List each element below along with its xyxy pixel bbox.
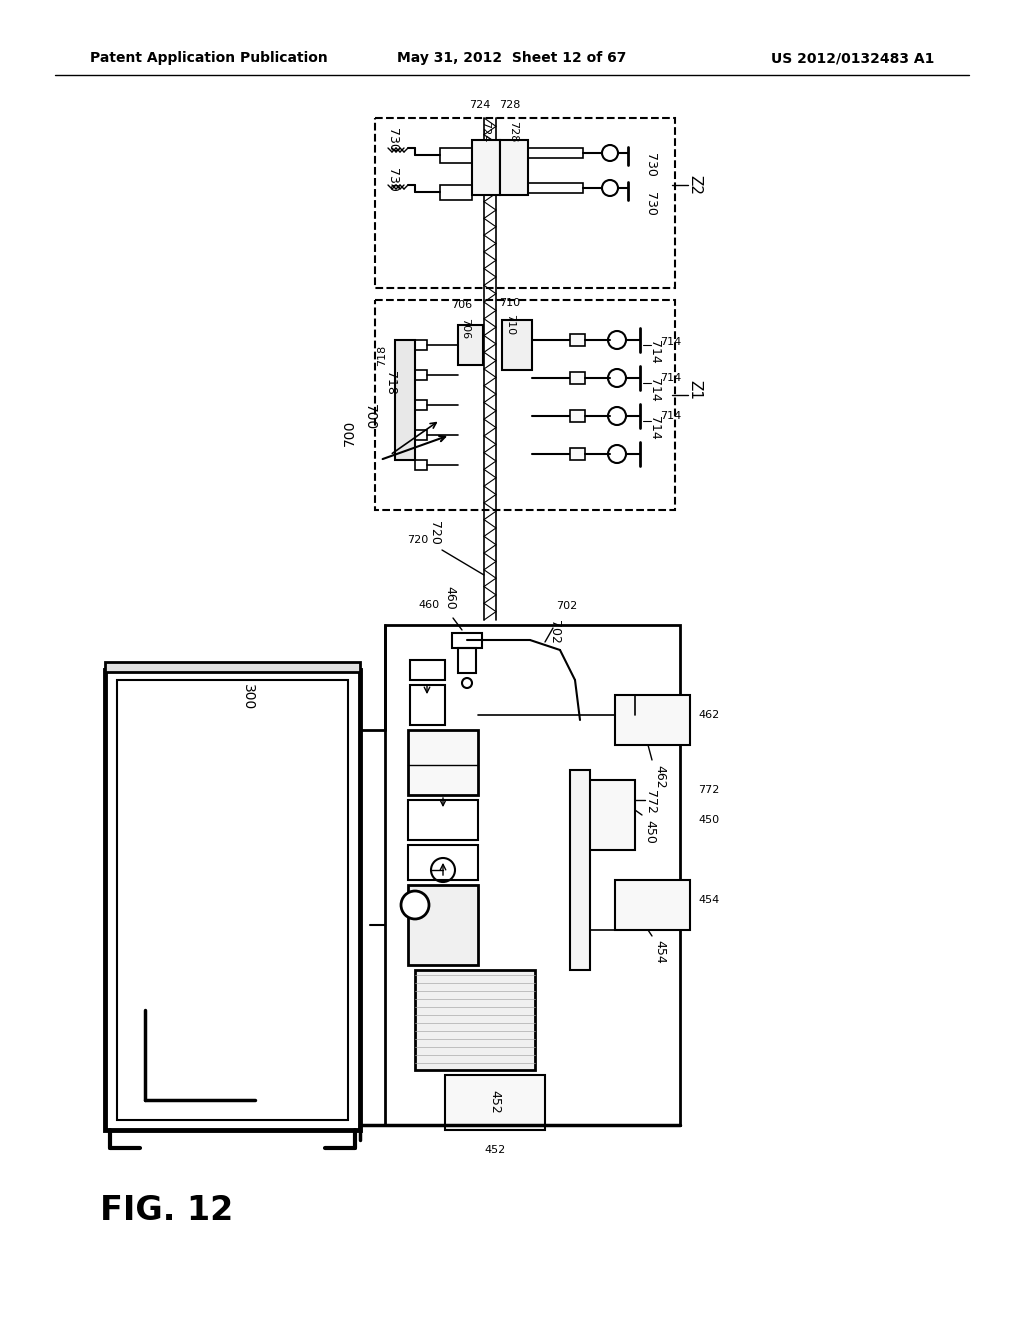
Text: 452: 452 — [488, 1090, 502, 1114]
Bar — [408, 800, 478, 840]
Text: 462: 462 — [698, 710, 719, 719]
Bar — [408, 884, 478, 965]
Bar — [415, 370, 427, 380]
Bar — [570, 372, 585, 384]
Text: 454: 454 — [653, 940, 667, 964]
Text: US 2012/0132483 A1: US 2012/0132483 A1 — [771, 51, 934, 65]
Text: 300: 300 — [241, 684, 255, 710]
Bar — [570, 770, 590, 970]
Text: 730: 730 — [643, 191, 656, 216]
Text: 454: 454 — [698, 895, 719, 906]
Bar — [502, 319, 532, 370]
Bar — [472, 140, 500, 195]
Text: 724: 724 — [469, 100, 490, 110]
Bar — [415, 970, 535, 1071]
Text: 772: 772 — [643, 789, 656, 814]
Bar — [440, 148, 472, 162]
Text: FIG. 12: FIG. 12 — [100, 1193, 233, 1226]
Bar — [452, 634, 482, 648]
Text: Z2: Z2 — [687, 176, 702, 195]
Bar — [440, 185, 472, 201]
Bar — [570, 411, 585, 422]
Bar — [395, 341, 415, 459]
Bar — [385, 624, 680, 1125]
Bar — [445, 1074, 545, 1130]
Text: 450: 450 — [698, 814, 719, 825]
Bar — [528, 183, 583, 193]
Text: 714: 714 — [660, 374, 681, 383]
Text: 714: 714 — [660, 411, 681, 421]
Text: 702: 702 — [549, 620, 561, 644]
Text: 462: 462 — [653, 766, 667, 788]
Bar — [117, 680, 348, 1119]
Text: 460: 460 — [419, 601, 440, 610]
Text: 720: 720 — [428, 521, 441, 545]
Text: 710: 710 — [500, 298, 520, 308]
Text: 700: 700 — [362, 404, 377, 430]
Text: 728: 728 — [500, 100, 520, 110]
Text: 728: 728 — [508, 121, 518, 143]
Bar — [105, 671, 360, 1130]
Text: 452: 452 — [484, 1144, 506, 1155]
Bar — [615, 880, 690, 931]
Text: 772: 772 — [698, 785, 720, 795]
Text: 730: 730 — [386, 168, 399, 191]
Text: 710: 710 — [505, 314, 515, 335]
Text: 706: 706 — [452, 300, 472, 310]
Text: May 31, 2012  Sheet 12 of 67: May 31, 2012 Sheet 12 of 67 — [397, 51, 627, 65]
Circle shape — [401, 891, 429, 919]
Bar — [410, 660, 445, 680]
Bar — [415, 400, 427, 411]
Bar — [120, 682, 345, 1117]
Bar — [410, 685, 445, 725]
Bar — [500, 140, 528, 195]
Text: 706: 706 — [460, 318, 470, 339]
Bar — [615, 696, 690, 744]
Text: 720: 720 — [407, 535, 428, 545]
Text: 718: 718 — [384, 371, 396, 395]
Bar — [580, 780, 635, 850]
Text: 714: 714 — [648, 341, 662, 364]
Text: 730: 730 — [643, 153, 656, 177]
Bar — [375, 117, 675, 288]
Text: 702: 702 — [556, 601, 578, 611]
Text: 450: 450 — [643, 820, 656, 843]
Bar — [458, 325, 483, 366]
Bar — [528, 148, 583, 158]
Text: 714: 714 — [648, 416, 662, 440]
Text: 714: 714 — [660, 337, 681, 347]
Bar — [570, 447, 585, 459]
Bar — [458, 648, 476, 673]
Text: 724: 724 — [480, 121, 490, 143]
Text: Patent Application Publication: Patent Application Publication — [90, 51, 328, 65]
Bar — [570, 334, 585, 346]
Text: 718: 718 — [377, 345, 387, 366]
Text: 730: 730 — [386, 128, 399, 152]
Bar — [408, 845, 478, 880]
Text: 460: 460 — [443, 586, 457, 610]
Bar — [415, 459, 427, 470]
Bar — [105, 663, 360, 672]
Text: 700: 700 — [343, 420, 357, 446]
Bar — [375, 300, 675, 510]
Bar — [415, 430, 427, 440]
Text: 714: 714 — [648, 378, 662, 401]
Bar — [408, 730, 478, 795]
Text: Z1: Z1 — [687, 380, 702, 400]
Bar — [415, 341, 427, 350]
